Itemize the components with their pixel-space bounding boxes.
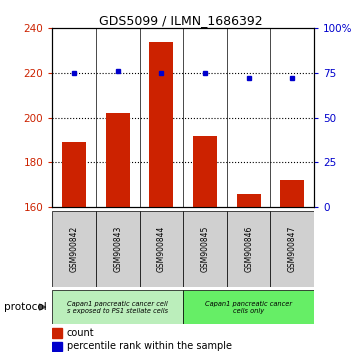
Text: GSM900847: GSM900847	[288, 225, 297, 272]
Bar	[183, 290, 314, 324]
Bar	[149, 42, 173, 354]
Text: Capan1 pancreatic cancer cell
s exposed to PS1 stellate cells: Capan1 pancreatic cancer cell s exposed …	[67, 301, 168, 314]
Bar	[280, 180, 304, 354]
Text: GSM900844: GSM900844	[157, 225, 166, 272]
Bar	[96, 211, 140, 287]
Bar	[183, 211, 227, 287]
Text: count: count	[67, 328, 94, 338]
Text: GSM900845: GSM900845	[200, 225, 209, 272]
Text: percentile rank within the sample: percentile rank within the sample	[67, 341, 232, 352]
Bar	[106, 113, 130, 354]
Text: Capan1 pancreatic cancer
cells only: Capan1 pancreatic cancer cells only	[205, 301, 292, 314]
Bar	[237, 194, 261, 354]
Bar	[227, 211, 270, 287]
Text: GSM900842: GSM900842	[70, 225, 79, 272]
Text: protocol: protocol	[4, 302, 46, 312]
Bar	[62, 142, 86, 354]
Bar	[52, 211, 96, 287]
Text: GDS5099 / ILMN_1686392: GDS5099 / ILMN_1686392	[99, 14, 262, 27]
Bar	[52, 342, 61, 351]
Bar	[140, 211, 183, 287]
Bar	[193, 136, 217, 354]
Bar	[52, 290, 183, 324]
Text: GSM900846: GSM900846	[244, 225, 253, 272]
Text: GSM900843: GSM900843	[113, 225, 122, 272]
Bar	[52, 329, 61, 338]
Bar	[270, 211, 314, 287]
